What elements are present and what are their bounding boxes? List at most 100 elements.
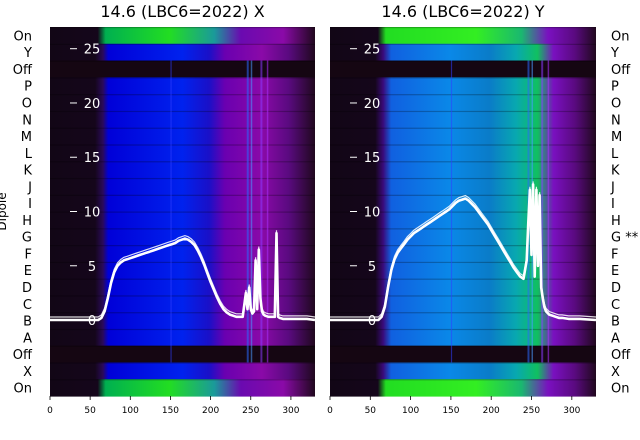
row-separator bbox=[50, 27, 315, 29]
row-label: P bbox=[611, 80, 619, 95]
row-separator bbox=[330, 245, 596, 247]
row-separator bbox=[330, 161, 596, 163]
row-separator bbox=[50, 228, 315, 230]
row-label: Y bbox=[610, 46, 619, 61]
heatmap-row bbox=[50, 43, 315, 62]
heatmap-row bbox=[50, 362, 315, 380]
row-label: O bbox=[611, 96, 621, 111]
heatmap-row bbox=[330, 94, 596, 112]
row-separator bbox=[50, 295, 315, 297]
row-separator bbox=[50, 312, 315, 314]
heatmap-panel-x: 14.6 (LBC6=2022) X On Y Off PONMLKJIHGFEDCBA… bbox=[0, 2, 316, 416]
row-label: A bbox=[23, 331, 32, 346]
x-tick-label: 200 bbox=[202, 406, 219, 416]
heatmap-row bbox=[50, 177, 315, 196]
row-label: L bbox=[25, 147, 33, 162]
heatmap-row bbox=[330, 177, 596, 196]
row-separator bbox=[50, 362, 315, 364]
row-separator bbox=[330, 295, 596, 297]
y-tick-label: 5 bbox=[368, 260, 376, 275]
heatmap-row bbox=[50, 60, 315, 78]
row-separator bbox=[330, 261, 596, 264]
row-label: N bbox=[611, 113, 621, 128]
row-label: Y bbox=[23, 46, 32, 61]
row-separator bbox=[330, 110, 596, 113]
heatmap-row bbox=[50, 110, 315, 129]
x-tick-label: 50 bbox=[365, 406, 377, 416]
row-label: Off bbox=[611, 348, 631, 363]
row-label: K bbox=[611, 164, 620, 179]
heatmap-row bbox=[330, 77, 596, 95]
heatmap-row bbox=[50, 94, 315, 112]
row-label: I bbox=[28, 197, 32, 212]
heatmap-streak bbox=[170, 60, 172, 363]
row-label: On bbox=[14, 382, 32, 397]
row-label: E bbox=[611, 264, 619, 279]
heatmap-row bbox=[330, 60, 596, 78]
row-separator bbox=[330, 77, 596, 79]
y-tick-label: 0 bbox=[368, 314, 376, 329]
heatmap-row bbox=[50, 312, 315, 330]
heatmap-row bbox=[330, 110, 596, 129]
row-label: C bbox=[611, 298, 620, 313]
row-label: N bbox=[22, 113, 32, 128]
chart-title: 14.6 (LBC6=2022) Y bbox=[381, 2, 544, 21]
row-label: H bbox=[22, 214, 32, 229]
y-tick-label: 5 bbox=[88, 260, 96, 275]
x-tick-label: 250 bbox=[242, 406, 259, 416]
heatmap-streak bbox=[541, 60, 544, 363]
row-separator bbox=[50, 177, 315, 180]
heatmap-streak bbox=[260, 60, 263, 363]
row-separator bbox=[50, 43, 315, 45]
heatmap-row bbox=[330, 345, 596, 364]
row-label: D bbox=[611, 281, 621, 296]
row-separator bbox=[50, 127, 315, 129]
row-separator bbox=[50, 60, 315, 62]
row-label: A bbox=[611, 331, 620, 346]
row-separator bbox=[330, 27, 596, 29]
row-label: J bbox=[27, 180, 32, 195]
heatmap-streak bbox=[266, 60, 269, 363]
x-tick-label: 100 bbox=[122, 406, 139, 416]
heatmap-row bbox=[330, 328, 596, 347]
heatmap-row bbox=[330, 27, 596, 45]
row-label: B bbox=[23, 315, 32, 330]
row-label: M bbox=[611, 130, 622, 145]
row-label: On bbox=[14, 29, 32, 44]
chart-title: 14.6 (LBC6=2022) X bbox=[100, 2, 264, 21]
row-label: O bbox=[22, 96, 32, 111]
y-tick-label: 0 bbox=[88, 314, 96, 329]
heatmap-streak bbox=[250, 60, 253, 363]
row-label: X bbox=[23, 365, 32, 380]
row-separator bbox=[50, 110, 315, 113]
row-separator bbox=[330, 94, 596, 96]
row-separator bbox=[50, 194, 315, 196]
x-tick-label: 0 bbox=[327, 406, 333, 416]
row-label: G ** bbox=[611, 231, 639, 246]
row-label: P bbox=[24, 80, 32, 95]
heatmap-row bbox=[330, 379, 596, 397]
x-tick-label: 150 bbox=[442, 406, 459, 416]
overlay-line-secondary bbox=[50, 230, 316, 318]
row-separator bbox=[330, 345, 596, 347]
row-separator bbox=[330, 379, 596, 381]
x-tick-label: 150 bbox=[162, 406, 179, 416]
y-tick-label: 20 bbox=[364, 97, 381, 112]
y-tick-label: 25 bbox=[84, 43, 101, 58]
row-separator bbox=[50, 379, 315, 381]
heatmap-row bbox=[330, 278, 596, 296]
x-tick-label: 250 bbox=[523, 406, 540, 416]
y-tick-label: 15 bbox=[84, 151, 101, 166]
x-tick-label: 100 bbox=[402, 406, 419, 416]
heatmap-row bbox=[330, 228, 596, 246]
y-tick-label: 20 bbox=[84, 97, 101, 112]
heatmap-row bbox=[330, 295, 596, 313]
row-separator bbox=[330, 278, 596, 280]
row-separator bbox=[330, 177, 596, 180]
row-label: X bbox=[611, 365, 620, 380]
row-separator bbox=[330, 362, 596, 364]
row-label: Off bbox=[611, 63, 631, 78]
heatmap-row bbox=[50, 345, 315, 364]
row-label: C bbox=[23, 298, 32, 313]
